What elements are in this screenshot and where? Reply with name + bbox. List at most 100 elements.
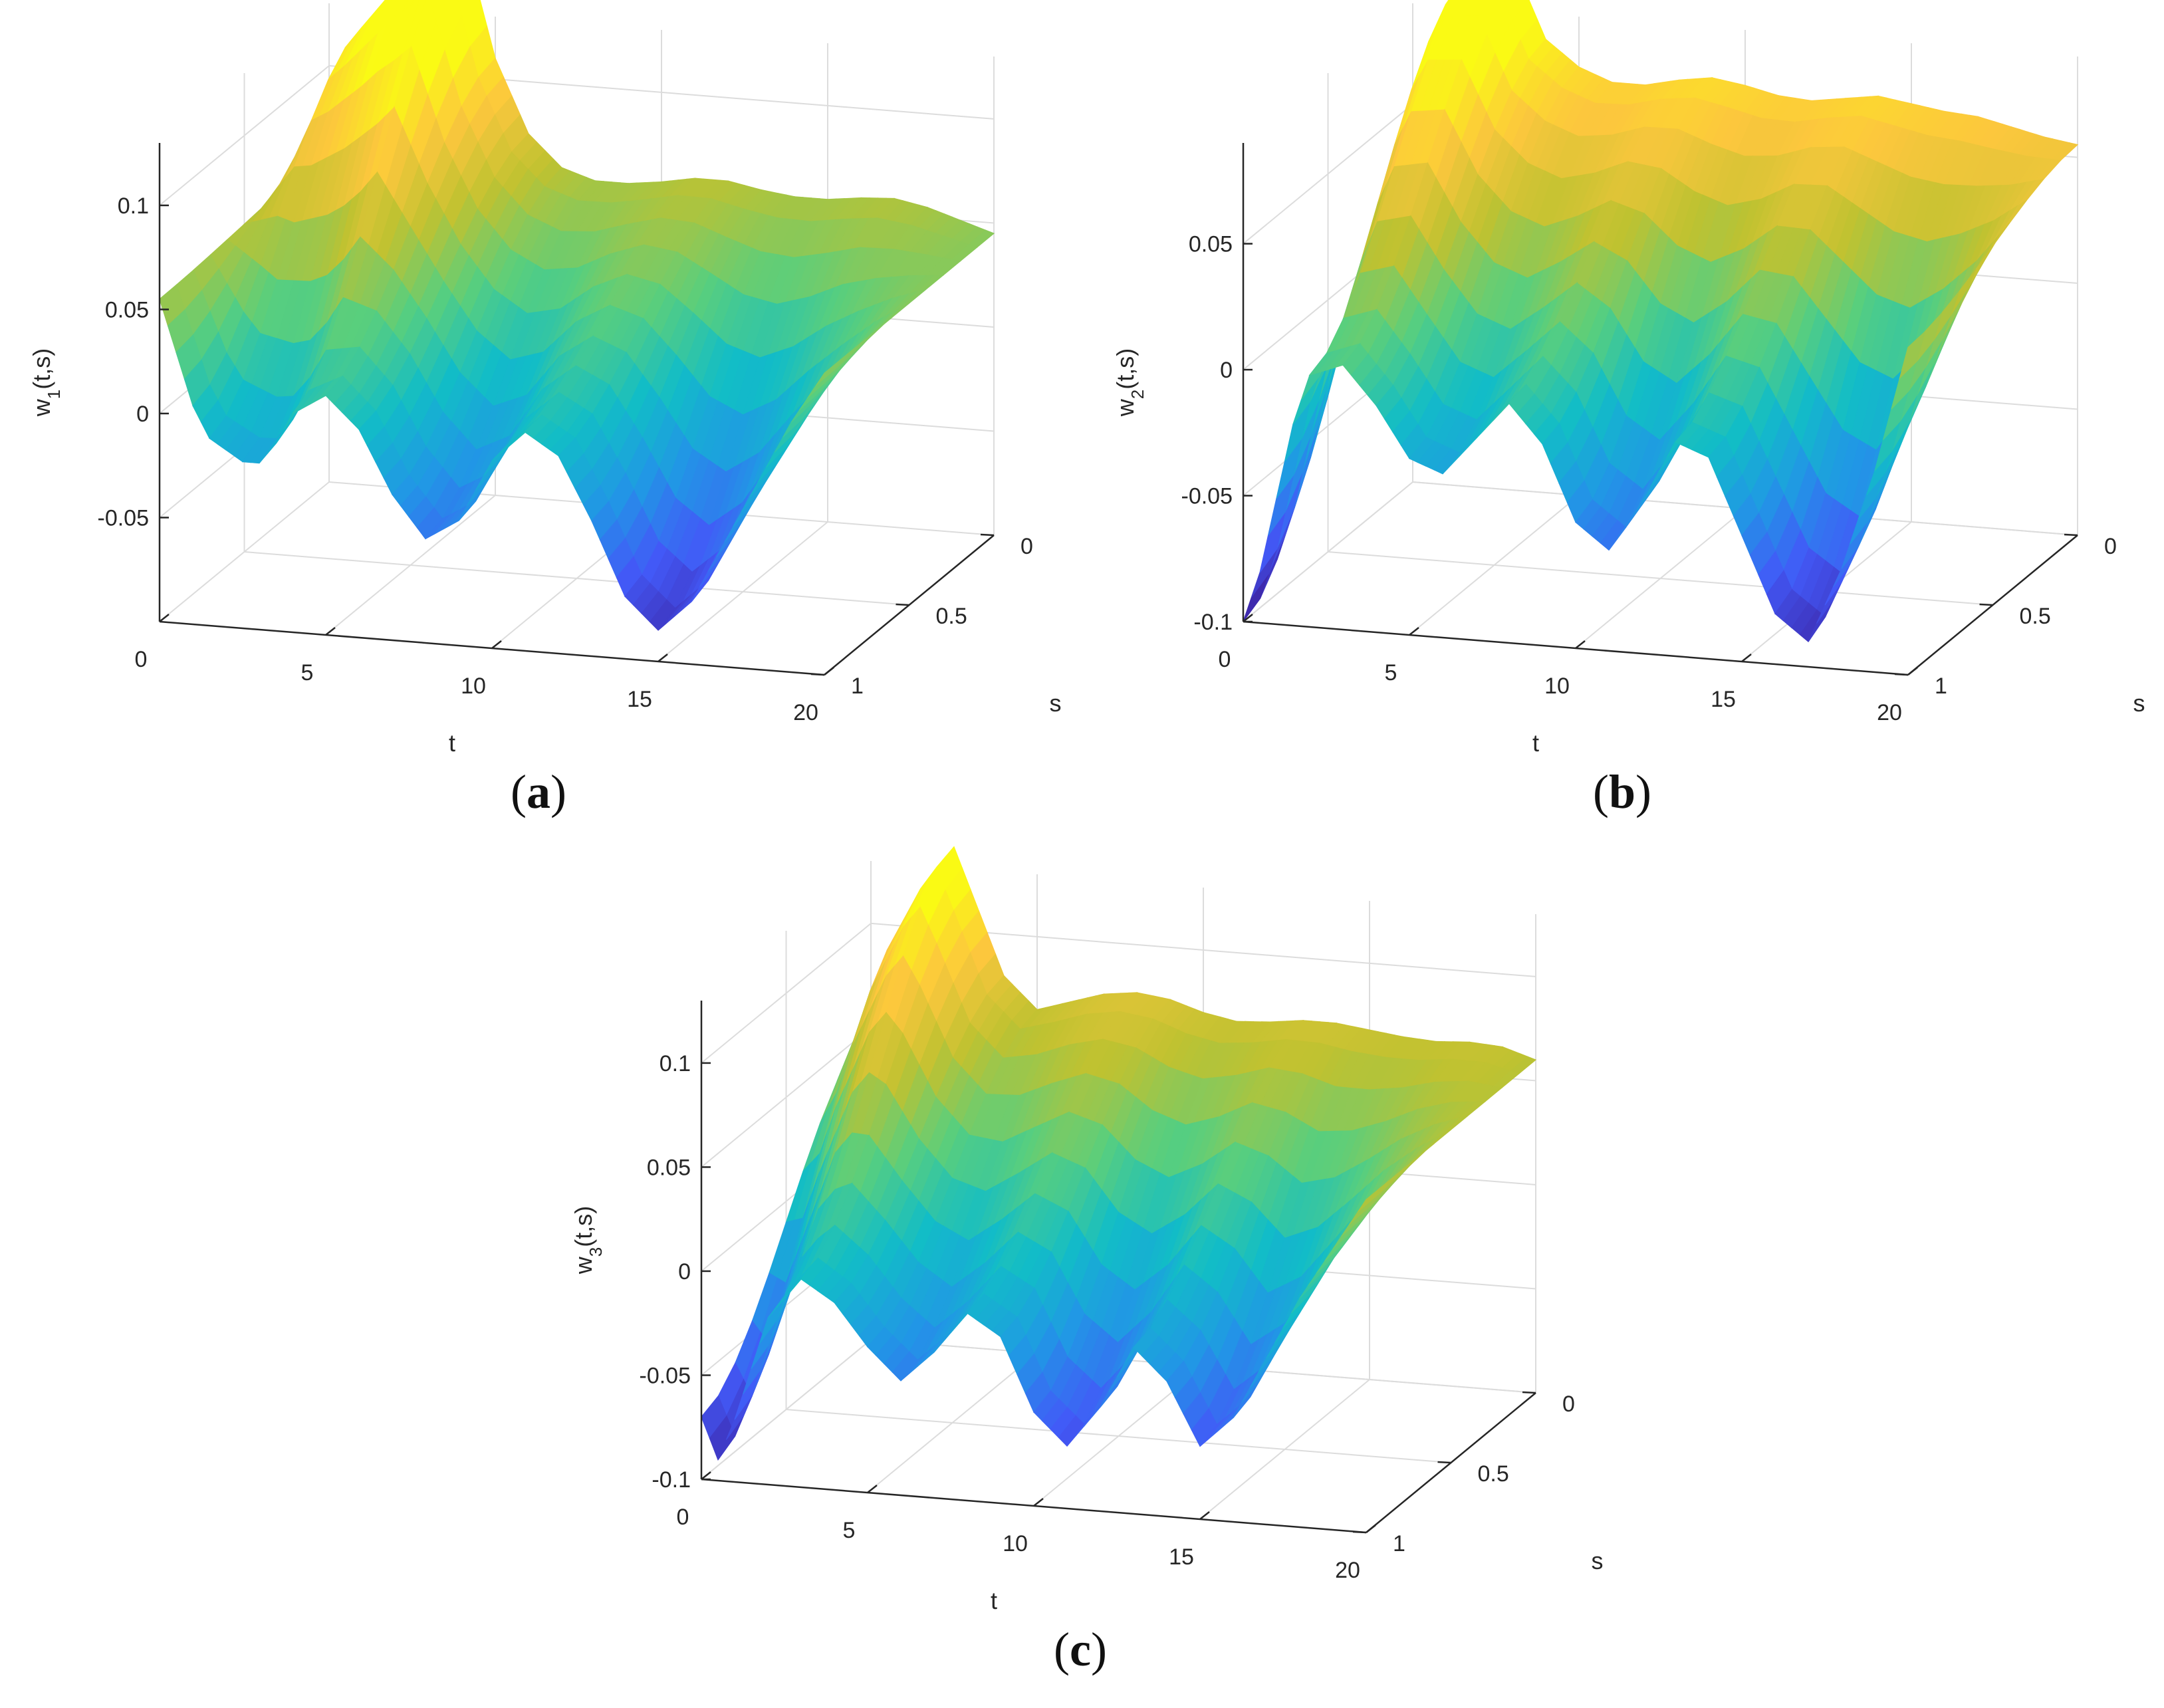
t-tick [701, 1471, 711, 1480]
t-tick [1366, 1525, 1376, 1533]
t-tick-label: 20 [1335, 1558, 1360, 1583]
s-tick-label: 1 [1393, 1531, 1405, 1556]
z-axis-label: w2(t,s) [1112, 348, 1147, 417]
z-tick-label: 0 [678, 1259, 691, 1284]
axes: 0 5 10 15 20 0 0.5 1 -0.1 -0.05 0 0.05 0.1 t s w3(t,s) [570, 1001, 1604, 1614]
surface-plot-c: 0 5 10 15 20 0 0.5 1 -0.1 -0.05 0 0.05 0.1 t s w3(t,s) [570, 846, 1604, 1614]
z-label-rest: (t,s) [28, 348, 55, 390]
t-tick-label: 15 [1169, 1544, 1194, 1570]
panel-a: 0 5 10 15 20 0 0.5 1 -0.05 0 0.05 0.1 t s w1(t,s) (a) [0, 0, 1077, 858]
z-label-main: w [570, 1256, 597, 1275]
z-tick-label: 0 [1220, 358, 1233, 383]
surface-plot-b: 0 5 10 15 20 0 0.5 1 -0.1 -0.05 0 0.05 t s w2(t,s) [1112, 0, 2145, 757]
z-tick-label: 0 [136, 402, 149, 427]
s-axis-label: s [1050, 689, 1062, 717]
z-tick-label: -0.1 [652, 1467, 691, 1493]
t-tick [824, 667, 834, 675]
surface-patch [1243, 573, 1269, 622]
t-tick [491, 640, 502, 649]
z-axis-label: w3(t,s) [570, 1206, 606, 1275]
caption-a: (a) [511, 765, 566, 818]
t-tick [1199, 1511, 1210, 1520]
t-tick [1409, 627, 1419, 636]
t-tick [325, 627, 336, 636]
t-tick-label: 10 [1544, 673, 1570, 699]
grid-line [786, 1409, 1451, 1463]
s-tick-label: 0 [2104, 534, 2117, 559]
s-tick-label: 0.5 [1478, 1461, 1509, 1487]
z-label-rest: (t,s) [570, 1206, 597, 1247]
t-tick [1575, 640, 1586, 649]
t-tick-label: 15 [1711, 687, 1736, 712]
plot-area: 0 5 10 15 20 0 0.5 1 -0.1 -0.05 0 0.05 0.1 t s w3(t,s) [570, 846, 1604, 1614]
z-label-rest: (t,s) [1112, 348, 1139, 390]
surface-patch [816, 358, 842, 386]
surface [159, 0, 995, 631]
z-label-sub: 1 [44, 390, 64, 399]
s-tick [896, 603, 909, 606]
z-tick-label: -0.05 [98, 505, 150, 531]
t-tick-label: 5 [301, 660, 314, 685]
surface [701, 846, 1537, 1461]
s-tick-label: 0.5 [2020, 604, 2051, 629]
z-tick-label: 0.05 [1189, 232, 1233, 257]
t-tick-label: 5 [843, 1518, 856, 1543]
z-tick-label: -0.05 [1181, 484, 1233, 509]
surface-patch [1899, 330, 1926, 380]
t-axis-label: t [991, 1587, 997, 1614]
grid-line [244, 551, 909, 606]
s-tick-label: 1 [1935, 673, 1947, 699]
t-tick [1033, 1498, 1044, 1507]
t-tick-label: 10 [461, 673, 486, 699]
surface-patch [1358, 1185, 1383, 1213]
t-tick [1741, 654, 1752, 662]
plot-area: 0 5 10 15 20 0 0.5 1 -0.1 -0.05 0 0.05 t s w2(t,s) [1112, 0, 2145, 757]
t-axis-label: t [1532, 729, 1539, 757]
t-tick-label: 0 [1219, 647, 1231, 672]
s-tick [810, 673, 825, 676]
t-tick [1907, 667, 1918, 675]
s-tick-label: 1 [851, 673, 864, 699]
z-tick-label: 0.05 [105, 297, 149, 322]
t-tick [159, 614, 170, 622]
z-label-sub: 3 [586, 1247, 606, 1257]
s-tick-label: 0.5 [936, 604, 967, 629]
s-tick [1979, 603, 1993, 606]
s-tick-label: 0 [1021, 534, 1033, 559]
z-axis-label: w1(t,s) [28, 348, 64, 417]
t-tick-label: 15 [627, 687, 652, 712]
grid-line [1328, 551, 1993, 606]
t-tick-label: 10 [1003, 1531, 1028, 1556]
t-tick-label: 20 [793, 700, 818, 725]
z-tick-label: 0.05 [647, 1155, 691, 1180]
t-tick [658, 654, 668, 662]
panel-b: 0 5 10 15 20 0 0.5 1 -0.1 -0.05 0 0.05 t s w2(t,s) (b) [1084, 0, 2161, 858]
s-tick [1437, 1461, 1451, 1464]
z-tick-label: -0.1 [1193, 610, 1233, 635]
s-tick [1522, 1391, 1536, 1394]
z-tick-label: 0.1 [660, 1051, 691, 1076]
caption-b: (b) [1592, 765, 1651, 818]
z-tick-label: -0.05 [640, 1363, 691, 1388]
s-tick-label: 0 [1562, 1392, 1575, 1417]
s-tick [1894, 673, 1909, 676]
t-axis-label: t [449, 729, 455, 757]
t-tick [867, 1485, 878, 1493]
panel-c: 0 5 10 15 20 0 0.5 1 -0.1 -0.05 0 0.05 0.1 t s w3(t,s) … [542, 846, 1619, 1708]
z-label-sub: 2 [1128, 390, 1147, 399]
t-tick-label: 5 [1385, 660, 1397, 685]
z-label-main: w [1112, 398, 1139, 417]
surface [1243, 0, 2079, 642]
t-tick-label: 0 [677, 1505, 689, 1530]
z-tick-label: 0.1 [118, 193, 149, 219]
s-axis-label: s [2133, 689, 2145, 717]
s-axis-label: s [1592, 1547, 1604, 1574]
surface-patch [1425, 1129, 1451, 1151]
t-tick-label: 0 [135, 647, 148, 672]
t-tick [1243, 614, 1253, 622]
caption-c: (c) [1054, 1623, 1107, 1676]
z-label-main: w [28, 398, 55, 417]
